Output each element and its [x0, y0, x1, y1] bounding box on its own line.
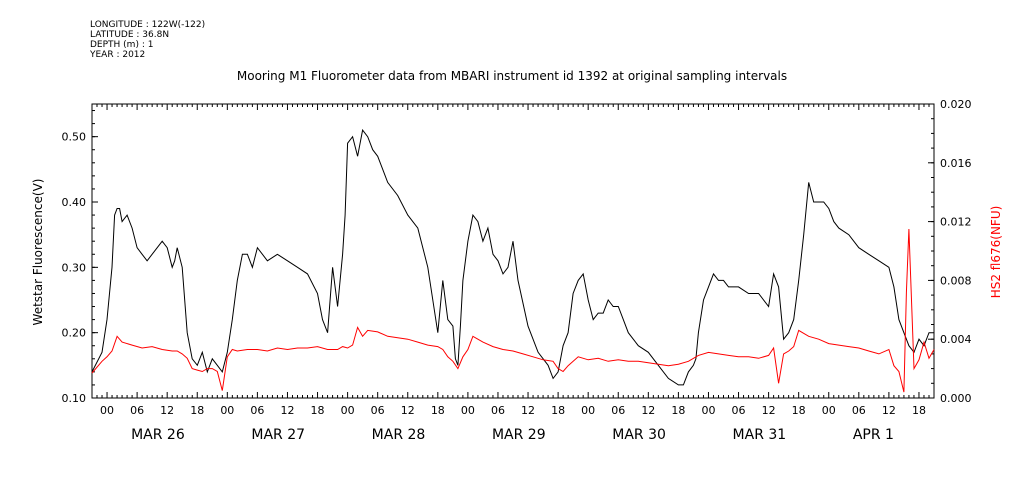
y-left-tick-label: 0.50: [62, 131, 87, 144]
x-hour-tick-label: 12: [521, 404, 535, 417]
axis-labels: 00 06 12 18 MAR 26 00 06 12 18 MAR 27 00 06 12 18 MAR …: [62, 98, 972, 443]
x-hour-tick-label: 12: [762, 404, 776, 417]
x-day-label: MAR 26: [131, 427, 185, 443]
y-axis-left-label: Wetstar Fluorescence(V): [31, 179, 45, 326]
axis-ticks: [91, 103, 935, 399]
y-right-tick-label: 0.000: [940, 392, 972, 405]
x-hour-tick-label: 00: [461, 404, 475, 417]
series-line-hs2: [91, 228, 935, 393]
x-hour-tick-label: 00: [822, 404, 836, 417]
year-label: YEAR : 2012: [90, 50, 146, 60]
chart-title: Mooring M1 Fluorometer data from MBARI i…: [237, 69, 787, 83]
x-hour-tick-label: 06: [732, 404, 746, 417]
y-right-tick-label: 0.008: [940, 274, 972, 287]
x-hour-tick-label: 06: [852, 404, 866, 417]
x-hour-tick-label: 06: [611, 404, 625, 417]
x-hour-tick-label: 06: [130, 404, 144, 417]
y-axis-right-label: HS2 fl676(NFU): [989, 206, 1003, 299]
x-hour-tick-label: 18: [190, 404, 204, 417]
x-hour-tick-label: 18: [551, 404, 565, 417]
x-day-label: MAR 28: [372, 427, 426, 443]
metadata-block: LONGITUDE : 122W(-122) LATITUDE : 36.8N …: [90, 20, 205, 60]
x-hour-tick-label: 18: [671, 404, 685, 417]
x-hour-tick-label: 18: [792, 404, 806, 417]
y-left-tick-label: 0.40: [62, 196, 87, 209]
x-hour-tick-label: 06: [491, 404, 505, 417]
x-hour-tick-label: 12: [401, 404, 415, 417]
x-hour-tick-label: 18: [311, 404, 325, 417]
x-day-label: APR 1: [853, 427, 894, 443]
x-hour-tick-label: 06: [250, 404, 264, 417]
x-hour-tick-label: 12: [280, 404, 294, 417]
y-right-tick-label: 0.004: [940, 333, 972, 346]
x-day-label: MAR 30: [612, 427, 666, 443]
latitude-label: LATITUDE : 36.8N: [90, 30, 170, 40]
x-hour-tick-label: 00: [220, 404, 234, 417]
x-hour-tick-label: 12: [641, 404, 655, 417]
x-hour-tick-label: 12: [160, 404, 174, 417]
series-line-wetstar: [91, 128, 934, 386]
y-right-tick-label: 0.012: [940, 216, 972, 229]
x-hour-tick-label: 00: [341, 404, 355, 417]
y-left-tick-label: 0.20: [62, 327, 87, 340]
y-left-tick-label: 0.30: [62, 261, 87, 274]
x-hour-tick-label: 00: [581, 404, 595, 417]
x-hour-tick-label: 18: [431, 404, 445, 417]
y-right-tick-label: 0.020: [940, 98, 972, 111]
y-right-tick-label: 0.016: [940, 157, 972, 170]
x-hour-tick-label: 18: [912, 404, 926, 417]
longitude-label: LONGITUDE : 122W(-122): [90, 20, 206, 30]
x-day-label: MAR 31: [733, 427, 787, 443]
x-hour-tick-label: 12: [882, 404, 896, 417]
x-day-label: MAR 29: [492, 427, 546, 443]
y-left-tick-label: 0.10: [62, 392, 87, 405]
x-day-label: MAR 27: [251, 427, 305, 443]
x-hour-tick-label: 06: [371, 404, 385, 417]
x-hour-tick-label: 00: [701, 404, 715, 417]
depth-label: DEPTH (m) : 1: [90, 40, 154, 50]
x-hour-tick-label: 00: [100, 404, 114, 417]
plot-frame: [91, 103, 935, 399]
